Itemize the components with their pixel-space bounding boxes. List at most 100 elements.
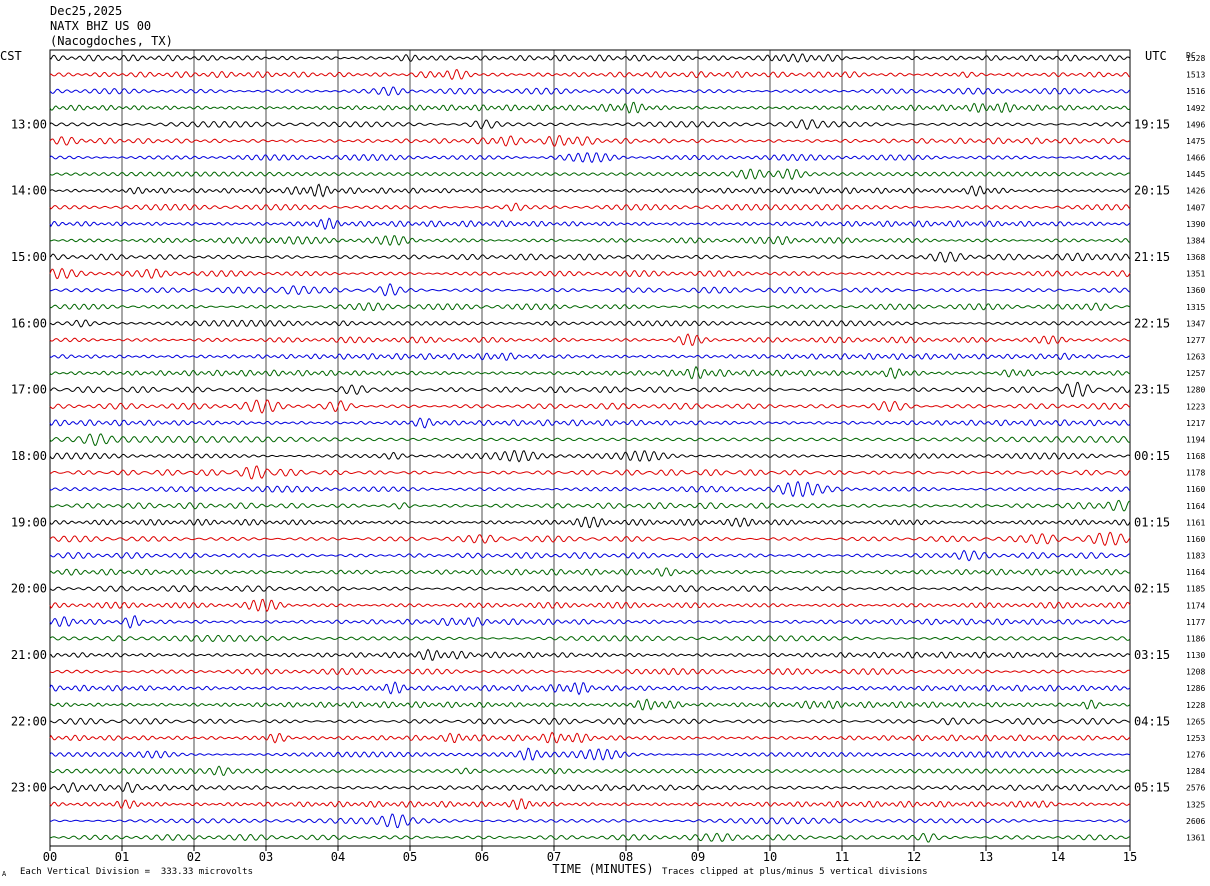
header-date: Dec25,2025 xyxy=(50,4,123,18)
header-location: (Nacogdoches, TX) xyxy=(50,34,173,48)
dc-offset-label: 1361 xyxy=(1186,833,1205,842)
x-tick-label: 02 xyxy=(187,850,201,864)
trace-row xyxy=(49,168,1131,181)
right-hour-label: 21:15 xyxy=(1134,250,1170,264)
trace-row xyxy=(49,183,1131,198)
dc-offset-label: 1466 xyxy=(1186,154,1205,163)
trace-row xyxy=(49,202,1131,212)
left-hour-label: 14:00 xyxy=(11,184,47,198)
dc-offset-label: 1168 xyxy=(1186,452,1205,461)
trace-row xyxy=(49,417,1131,429)
trace-row xyxy=(49,648,1131,661)
left-hour-label: 18:00 xyxy=(11,449,47,463)
left-hour-label: 22:00 xyxy=(11,714,47,728)
dc-offset-label: 1315 xyxy=(1186,303,1205,312)
trace-row xyxy=(49,135,1131,147)
trace-row xyxy=(49,717,1131,726)
right-hour-label: 01:15 xyxy=(1134,515,1170,529)
trace-row xyxy=(49,480,1131,498)
dc-offset-label: 1130 xyxy=(1186,651,1205,660)
trace-row xyxy=(49,681,1131,696)
x-tick-label: 13 xyxy=(979,850,993,864)
dc-offset-label: 1407 xyxy=(1186,203,1205,212)
x-tick-label: 04 xyxy=(331,850,345,864)
trace-row xyxy=(49,251,1131,263)
left-hour-label: 16:00 xyxy=(11,316,47,330)
left-hour-label: 19:00 xyxy=(11,515,47,529)
dc-offset-label: 1384 xyxy=(1186,236,1205,245)
trace-row xyxy=(49,731,1131,744)
x-tick-label: 14 xyxy=(1051,850,1065,864)
trace-layer xyxy=(49,53,1131,843)
right-hour-label: 19:15 xyxy=(1134,117,1170,131)
trace-row xyxy=(49,68,1131,81)
right-hour-label: 23:15 xyxy=(1134,383,1170,397)
dc-offset-label: 1280 xyxy=(1186,386,1205,395)
right-hour-label: 20:15 xyxy=(1134,184,1170,198)
trace-row xyxy=(49,319,1131,328)
dc-offset-label: 1223 xyxy=(1186,402,1205,411)
dc-offset-label: 1513 xyxy=(1186,71,1205,80)
x-axis-label: TIME (MINUTES) xyxy=(552,862,653,876)
x-tick-label: 01 xyxy=(115,850,129,864)
trace-row xyxy=(49,531,1131,547)
dc-offset-label: 1160 xyxy=(1186,535,1205,544)
trace-row xyxy=(49,667,1131,676)
trace-row xyxy=(49,101,1131,114)
trace-row xyxy=(49,450,1131,463)
trace-row xyxy=(49,381,1131,398)
x-tick-label: 15 xyxy=(1123,850,1137,864)
dc-offset-label: 1496 xyxy=(1186,120,1205,129)
trace-row xyxy=(49,765,1131,776)
x-tick-label: 06 xyxy=(475,850,489,864)
left-hour-label: 13:00 xyxy=(11,117,47,131)
trace-row xyxy=(49,782,1131,793)
trace-row xyxy=(49,549,1131,562)
dc-offset-label: 1160 xyxy=(1186,485,1205,494)
x-tick-label: 07 xyxy=(547,850,561,864)
dc-offset-label: 1390 xyxy=(1186,220,1205,229)
plot-frame xyxy=(49,49,1131,847)
x-tick-label: 00 xyxy=(43,850,57,864)
trace-row xyxy=(49,399,1131,414)
dc-offset-label: 1161 xyxy=(1186,518,1205,527)
clip-note: Traces clipped at plus/minus 5 vertical … xyxy=(662,867,928,877)
dc-offset-label: 1253 xyxy=(1186,734,1205,743)
trace-row xyxy=(49,365,1131,380)
trace-row xyxy=(49,235,1131,247)
right-hour-label: 02:15 xyxy=(1134,582,1170,596)
dc-offset-label: 1177 xyxy=(1186,618,1205,627)
dc-offset-label: 1228 xyxy=(1186,701,1205,710)
dc-offset-label: 1347 xyxy=(1186,319,1205,328)
dc-offset-label: 1368 xyxy=(1186,253,1205,262)
label-layer: CST UTC DC TIME (MINUTES) 00 01 02 03 04 05 06… xyxy=(0,49,1205,876)
dc-offset-label: 1183 xyxy=(1186,552,1205,561)
dc-offset-label: 1263 xyxy=(1186,353,1205,362)
trace-row xyxy=(49,465,1131,480)
dc-offset-label: 1265 xyxy=(1186,717,1205,726)
dc-offset-label: 1164 xyxy=(1186,568,1205,577)
x-tick-label: 05 xyxy=(403,850,417,864)
dc-offset-label: 1286 xyxy=(1186,684,1205,693)
dc-offset-label: 1174 xyxy=(1186,601,1205,610)
trace-row xyxy=(49,747,1131,761)
trace-row xyxy=(49,152,1131,164)
dc-offset-label: 1217 xyxy=(1186,419,1205,428)
trace-row xyxy=(49,267,1131,280)
dc-offset-label: 1360 xyxy=(1186,286,1205,295)
trace-row xyxy=(49,86,1131,96)
left-hour-label: 23:00 xyxy=(11,781,47,795)
trace-row xyxy=(49,433,1131,447)
left-hour-label: 17:00 xyxy=(11,383,47,397)
dc-offset-label: 1475 xyxy=(1186,137,1205,146)
dc-offset-label: 1257 xyxy=(1186,369,1205,378)
dc-offset-label: 1164 xyxy=(1186,502,1205,511)
left-hour-label: 15:00 xyxy=(11,250,47,264)
dc-offset-label: 1185 xyxy=(1186,585,1205,594)
x-tick-label: 09 xyxy=(691,850,705,864)
header-station: NATX BHZ US 00 xyxy=(50,19,152,33)
dc-offset-label: 1445 xyxy=(1186,170,1205,179)
trace-row xyxy=(49,585,1130,593)
trace-row xyxy=(49,516,1131,529)
